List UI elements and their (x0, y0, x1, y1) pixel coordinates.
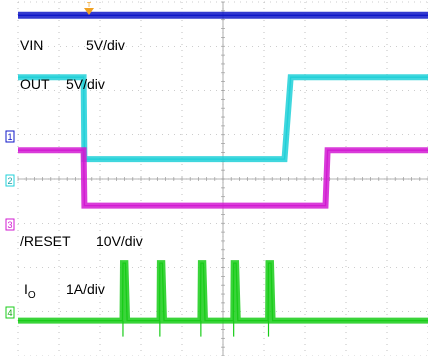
channel-markers: 1 2 3 4 (5, 130, 15, 319)
trigger-marker-icon (84, 8, 94, 15)
trigger-marker: T (84, 2, 94, 15)
out-label: OUT (20, 76, 50, 92)
reset-scale: 10V/div (96, 233, 143, 249)
vin-label: VIN (20, 37, 43, 53)
channel-1-marker (5, 130, 15, 143)
io-scale: 1A/div (66, 281, 105, 297)
channel-2-marker-label: 2 (7, 176, 12, 186)
channel-1-marker-label: 1 (7, 132, 12, 142)
io-label-main: I (24, 281, 28, 297)
io-label: IO (24, 281, 36, 301)
trigger-marker-label: T (87, 2, 92, 9)
vin-scale: 5V/div (86, 37, 125, 53)
channel-3-marker-label: 3 (7, 220, 12, 230)
reset-label: /RESET (20, 233, 71, 249)
io-label-subscript: O (28, 290, 36, 301)
channel-4-marker (5, 306, 15, 319)
grid (17, 1, 428, 356)
trace-reset-core (18, 149, 428, 207)
out-scale: 5V/div (66, 76, 105, 92)
trace-io-core (18, 262, 428, 322)
channel-3-marker (5, 218, 15, 231)
channel-2-marker (5, 174, 15, 187)
channel-4-marker-label: 4 (7, 308, 12, 318)
trace-out-core (18, 76, 428, 160)
annotations: VIN 5V/div OUT 5V/div /RESET 10V/div IO … (20, 37, 143, 301)
traces (18, 11, 428, 337)
